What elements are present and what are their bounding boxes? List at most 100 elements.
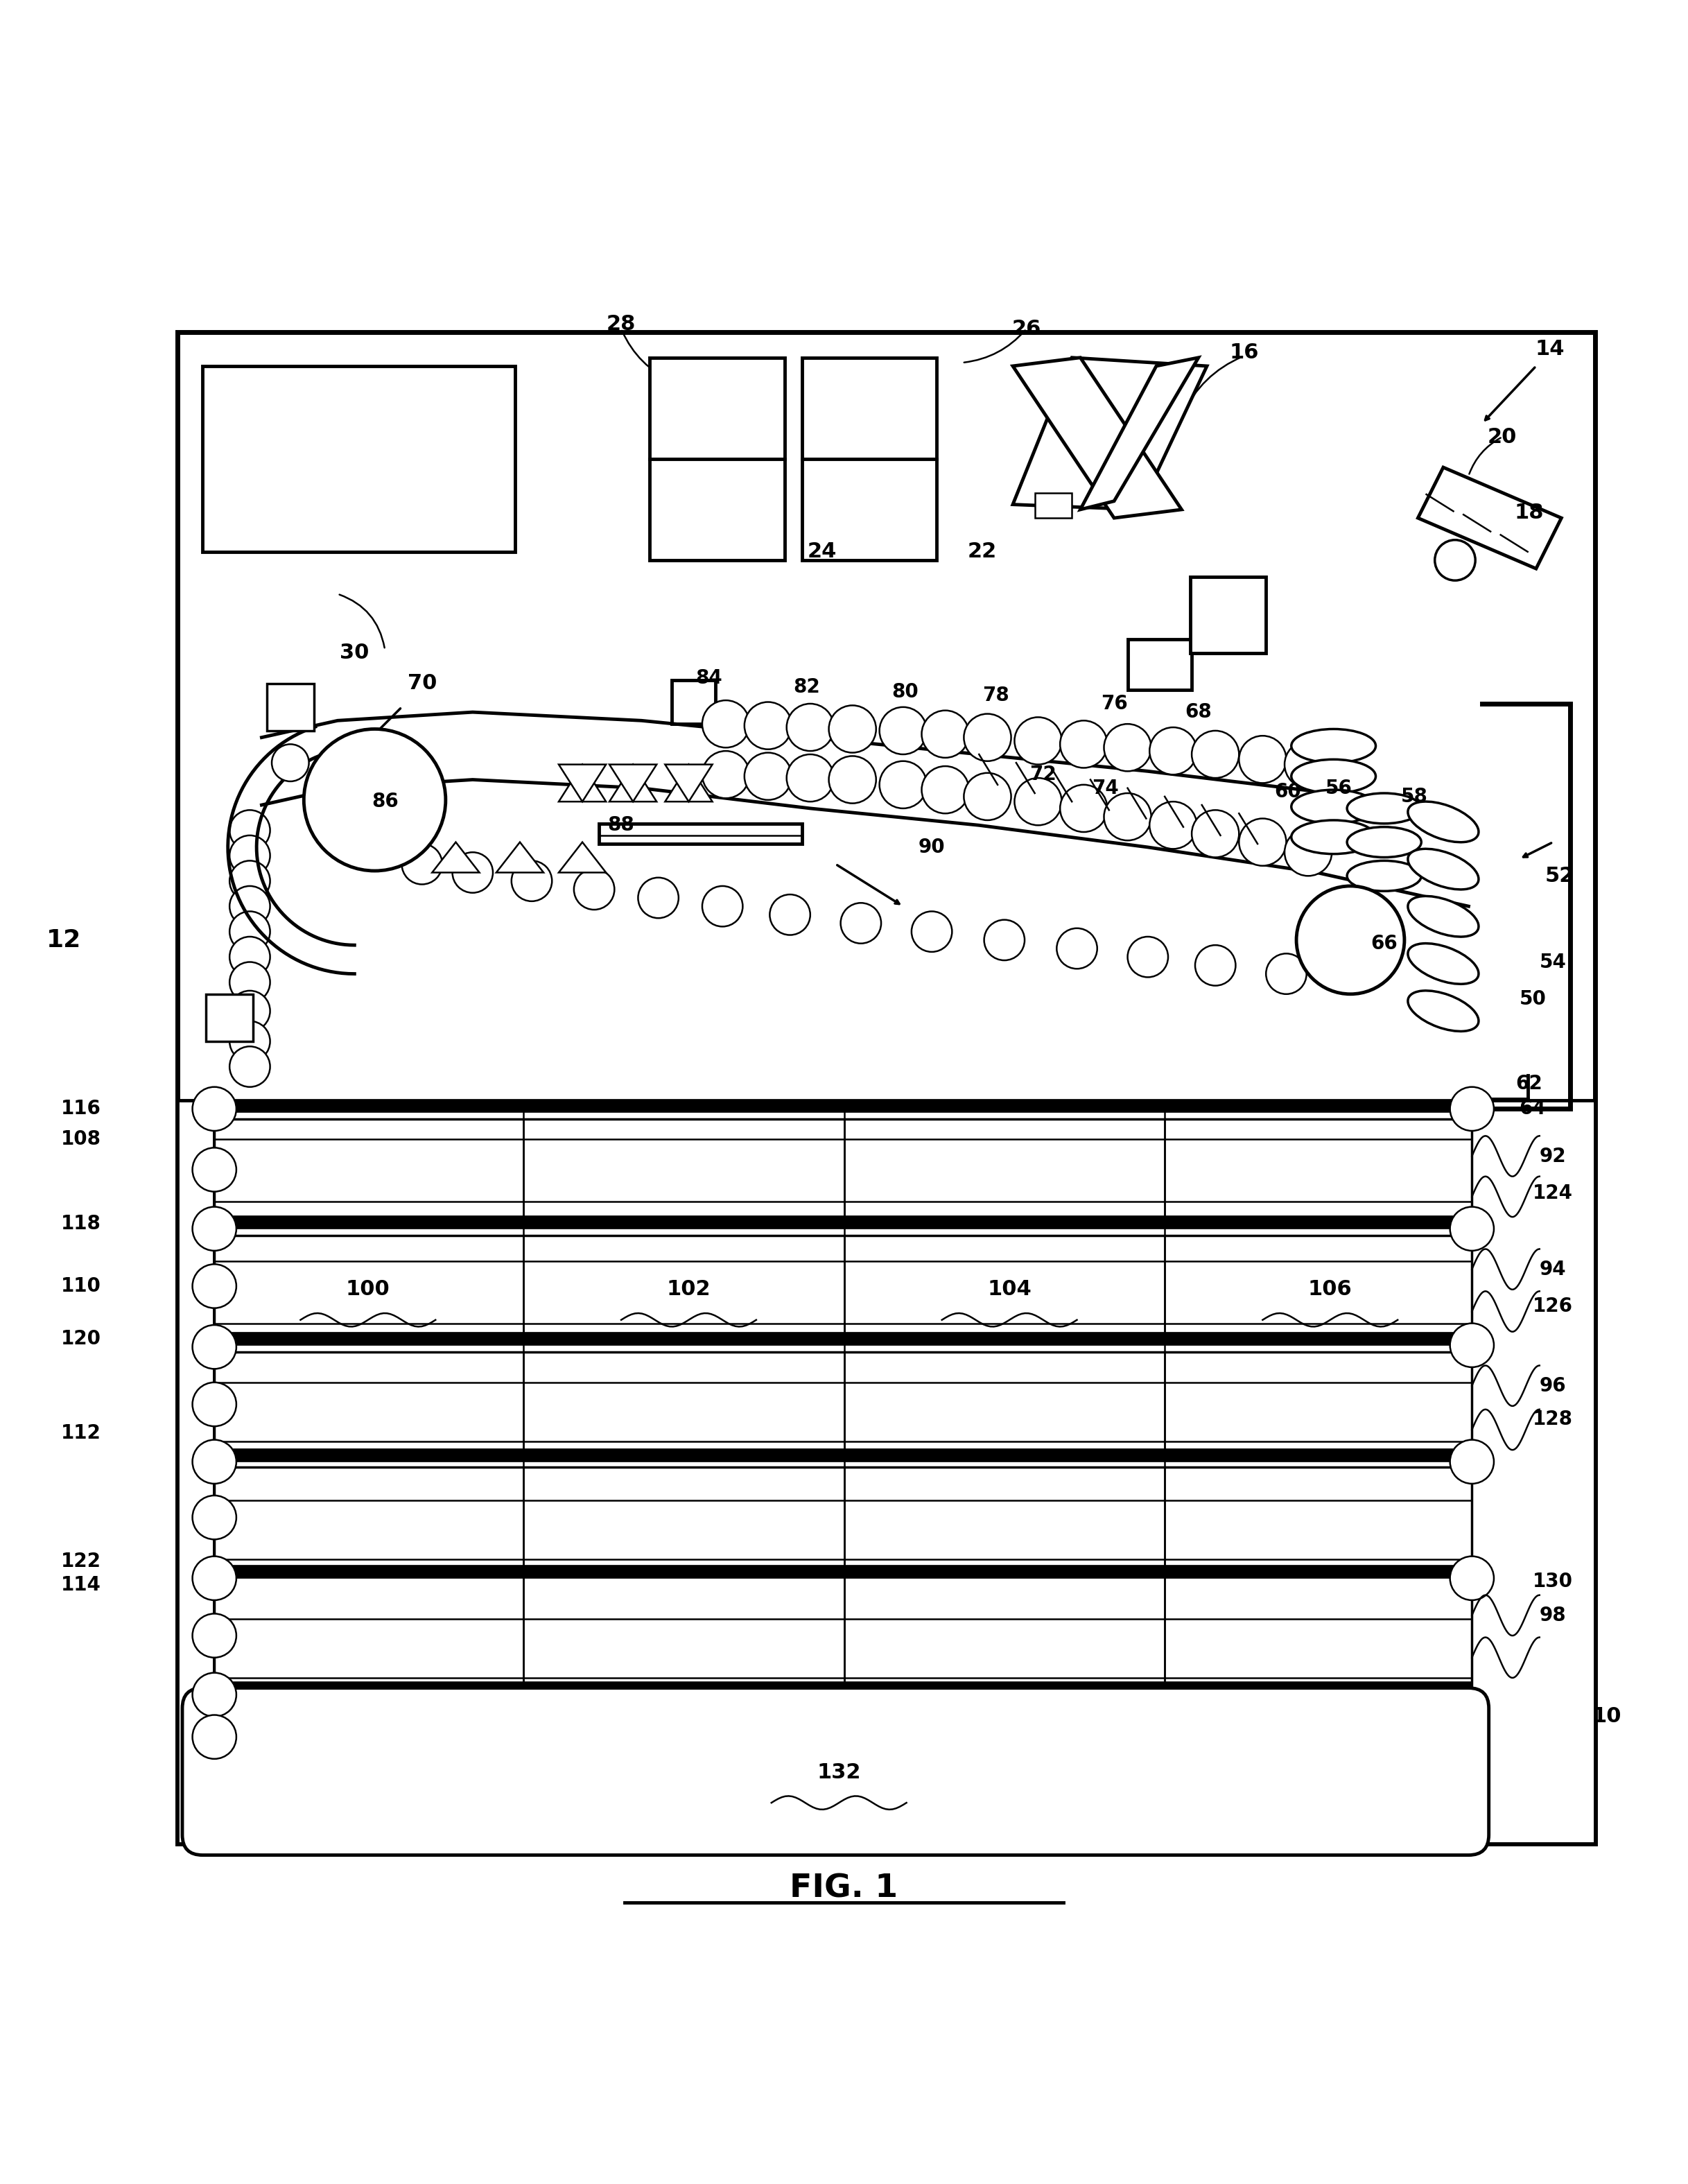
- Polygon shape: [665, 764, 712, 802]
- Circle shape: [912, 911, 952, 952]
- Bar: [1465, 1101, 1595, 1843]
- Text: 10: 10: [1592, 1706, 1622, 1728]
- Bar: [214, 1332, 1472, 1345]
- Circle shape: [230, 992, 270, 1031]
- Ellipse shape: [1408, 802, 1479, 843]
- Circle shape: [272, 745, 309, 782]
- Text: 92: 92: [1539, 1147, 1566, 1166]
- Bar: [203, 367, 515, 553]
- Polygon shape: [496, 843, 544, 874]
- Text: 50: 50: [1519, 989, 1546, 1009]
- Circle shape: [638, 878, 679, 917]
- Text: 56: 56: [1325, 778, 1352, 797]
- Bar: [650, 459, 785, 561]
- Circle shape: [230, 961, 270, 1002]
- Bar: [214, 1214, 1472, 1230]
- Circle shape: [1450, 1208, 1494, 1251]
- Circle shape: [192, 1149, 236, 1192]
- Text: 16: 16: [1229, 343, 1259, 363]
- Circle shape: [192, 1714, 236, 1758]
- Ellipse shape: [1291, 760, 1376, 793]
- Text: 26: 26: [1011, 319, 1041, 339]
- Circle shape: [1239, 736, 1286, 784]
- Ellipse shape: [1408, 992, 1479, 1031]
- Text: 84: 84: [695, 668, 722, 688]
- Circle shape: [230, 937, 270, 976]
- Text: 30: 30: [339, 642, 370, 664]
- Text: 122: 122: [61, 1551, 101, 1570]
- Circle shape: [744, 701, 792, 749]
- Text: 74: 74: [1092, 778, 1119, 797]
- Circle shape: [1060, 721, 1107, 769]
- Bar: [599, 823, 802, 843]
- Polygon shape: [609, 764, 657, 802]
- Text: 98: 98: [1539, 1605, 1566, 1625]
- Bar: [214, 1118, 1472, 1223]
- Text: 108: 108: [61, 1129, 101, 1149]
- Bar: [802, 358, 937, 459]
- Text: 64: 64: [1519, 1099, 1546, 1118]
- Circle shape: [452, 852, 493, 893]
- Bar: [214, 1564, 1472, 1579]
- Ellipse shape: [1291, 821, 1376, 854]
- Circle shape: [1128, 937, 1168, 976]
- Text: 112: 112: [61, 1424, 101, 1444]
- Ellipse shape: [1347, 828, 1421, 858]
- Circle shape: [829, 705, 876, 753]
- Text: 94: 94: [1539, 1260, 1566, 1280]
- Text: 132: 132: [817, 1762, 861, 1782]
- Bar: [214, 1682, 1472, 1695]
- Circle shape: [1296, 887, 1404, 994]
- Circle shape: [787, 753, 834, 802]
- Text: 86: 86: [371, 793, 398, 810]
- Text: 82: 82: [793, 677, 820, 697]
- Circle shape: [1285, 828, 1332, 876]
- Ellipse shape: [1347, 793, 1421, 823]
- Polygon shape: [559, 843, 606, 874]
- Text: 22: 22: [967, 542, 998, 561]
- Circle shape: [192, 1326, 236, 1369]
- Bar: [177, 332, 1595, 1843]
- Circle shape: [1450, 1324, 1494, 1367]
- Text: FIG. 1: FIG. 1: [790, 1874, 898, 1904]
- Ellipse shape: [1291, 791, 1376, 823]
- Ellipse shape: [1408, 943, 1479, 985]
- Circle shape: [841, 902, 881, 943]
- Text: 128: 128: [1533, 1411, 1573, 1428]
- Bar: [672, 679, 716, 723]
- Circle shape: [192, 1496, 236, 1540]
- Text: 110: 110: [61, 1275, 101, 1295]
- Polygon shape: [609, 764, 657, 802]
- Circle shape: [1435, 539, 1475, 581]
- Bar: [802, 459, 937, 561]
- Text: 58: 58: [1401, 786, 1428, 806]
- Polygon shape: [432, 843, 479, 874]
- Circle shape: [1450, 1557, 1494, 1601]
- Bar: [214, 1352, 1472, 1457]
- Text: 104: 104: [987, 1280, 1031, 1299]
- Circle shape: [1192, 732, 1239, 778]
- Ellipse shape: [1291, 729, 1376, 762]
- Circle shape: [1150, 802, 1197, 850]
- Bar: [214, 1448, 1472, 1461]
- Circle shape: [1195, 946, 1236, 985]
- Bar: [1035, 494, 1072, 518]
- Text: 114: 114: [61, 1575, 101, 1594]
- Bar: [214, 1468, 1472, 1686]
- Circle shape: [1014, 778, 1062, 826]
- Polygon shape: [559, 764, 606, 802]
- Text: 66: 66: [1371, 935, 1398, 952]
- Ellipse shape: [1347, 860, 1421, 891]
- Circle shape: [230, 911, 270, 952]
- Circle shape: [1285, 740, 1332, 788]
- Circle shape: [574, 869, 614, 911]
- Circle shape: [964, 714, 1011, 760]
- Polygon shape: [665, 764, 712, 802]
- Bar: [1128, 640, 1192, 690]
- Circle shape: [984, 919, 1025, 961]
- Circle shape: [192, 1088, 236, 1131]
- Text: 70: 70: [407, 673, 437, 695]
- Circle shape: [230, 887, 270, 926]
- Bar: [1190, 577, 1266, 653]
- Circle shape: [1104, 793, 1151, 841]
